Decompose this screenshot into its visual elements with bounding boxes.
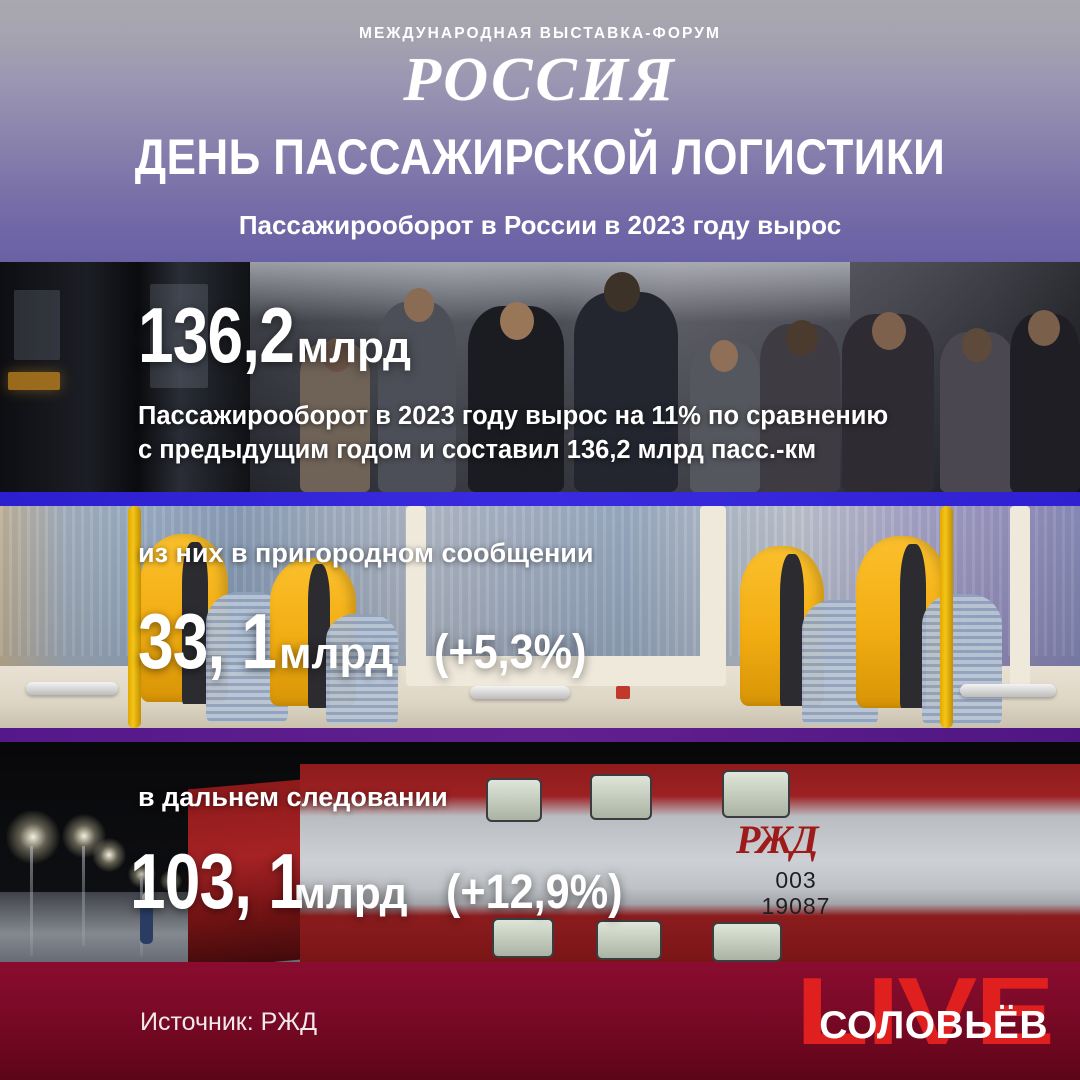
section-long-distance: РЖД 003 19087 в дальнем следовании 103, … [0, 742, 1080, 962]
brand-wordmark: РОССИЯ [403, 45, 677, 114]
header: МЕЖДУНАРОДНАЯ ВЫСТАВКА-ФОРУМ РОССИЯ ДЕНЬ… [0, 0, 1080, 262]
divider-purple [0, 728, 1080, 742]
stat-suburban-growth: (+5,3%) [433, 626, 587, 679]
stat-longdistance-value: 103, 1 млрд (+12,9%) [130, 842, 642, 920]
stat-total-description: Пассажирооборот в 2023 году вырос на 11%… [138, 402, 889, 464]
brand-kicker: МЕЖДУНАРОДНАЯ ВЫСТАВКА-ФОРУМ [358, 25, 722, 42]
photo-night-train: РЖД 003 19087 [0, 742, 1080, 962]
car-number: 003 19087 [736, 867, 856, 920]
page-title: ДЕНЬ ПАССАЖИРСКОЙ ЛОГИСТИКИ [134, 129, 946, 185]
stat-suburban-label: из них в пригородном сообщении [138, 538, 594, 568]
section-suburban: из них в пригородном сообщении 33, 1 млр… [0, 506, 1080, 728]
brand-wordmark-wrap: РОССИЯ [403, 42, 676, 113]
stat-total-number: 136,2 [138, 291, 295, 379]
stat-suburban-number: 33, 1 [138, 597, 277, 685]
rzd-logo: РЖД [736, 817, 818, 862]
channel-name: СОЛОВЬЁВ [819, 1004, 1048, 1047]
car-number-bottom: 19087 [761, 892, 831, 919]
section-total: 136,2 млрд Пассажирооборот в 2023 году в… [0, 262, 1080, 492]
photo-train-interior [0, 506, 1080, 728]
stat-total-value: 136,2 млрд [138, 296, 411, 374]
car-number-top: 003 [775, 867, 817, 893]
footer: Источник: РЖД LIVE СОЛОВЬЁВ [0, 962, 1080, 1080]
stat-longdistance-unit: млрд [293, 869, 408, 918]
stat-longdistance-label: в дальнем следовании [138, 782, 448, 812]
page-subtitle: Пассажирооборот в России в 2023 году выр… [238, 210, 842, 240]
expo-brand: МЕЖДУНАРОДНАЯ ВЫСТАВКА-ФОРУМ РОССИЯ [0, 26, 1080, 113]
solovyov-live-logo[interactable]: LIVE СОЛОВЬЁВ [770, 962, 1070, 1080]
live-text: LIVE [795, 962, 1054, 1065]
stat-suburban-value: 33, 1 млрд (+5,3%) [138, 602, 603, 680]
photo-platform-crowd [0, 262, 1080, 492]
source-label: Источник: РЖД [140, 1008, 318, 1036]
stat-longdistance-number: 103, 1 [130, 837, 304, 925]
stat-suburban-unit: млрд [278, 629, 394, 678]
divider-blue [0, 492, 1080, 506]
stat-longdistance-growth: (+12,9%) [446, 866, 623, 919]
stat-total-unit: млрд [296, 323, 411, 372]
